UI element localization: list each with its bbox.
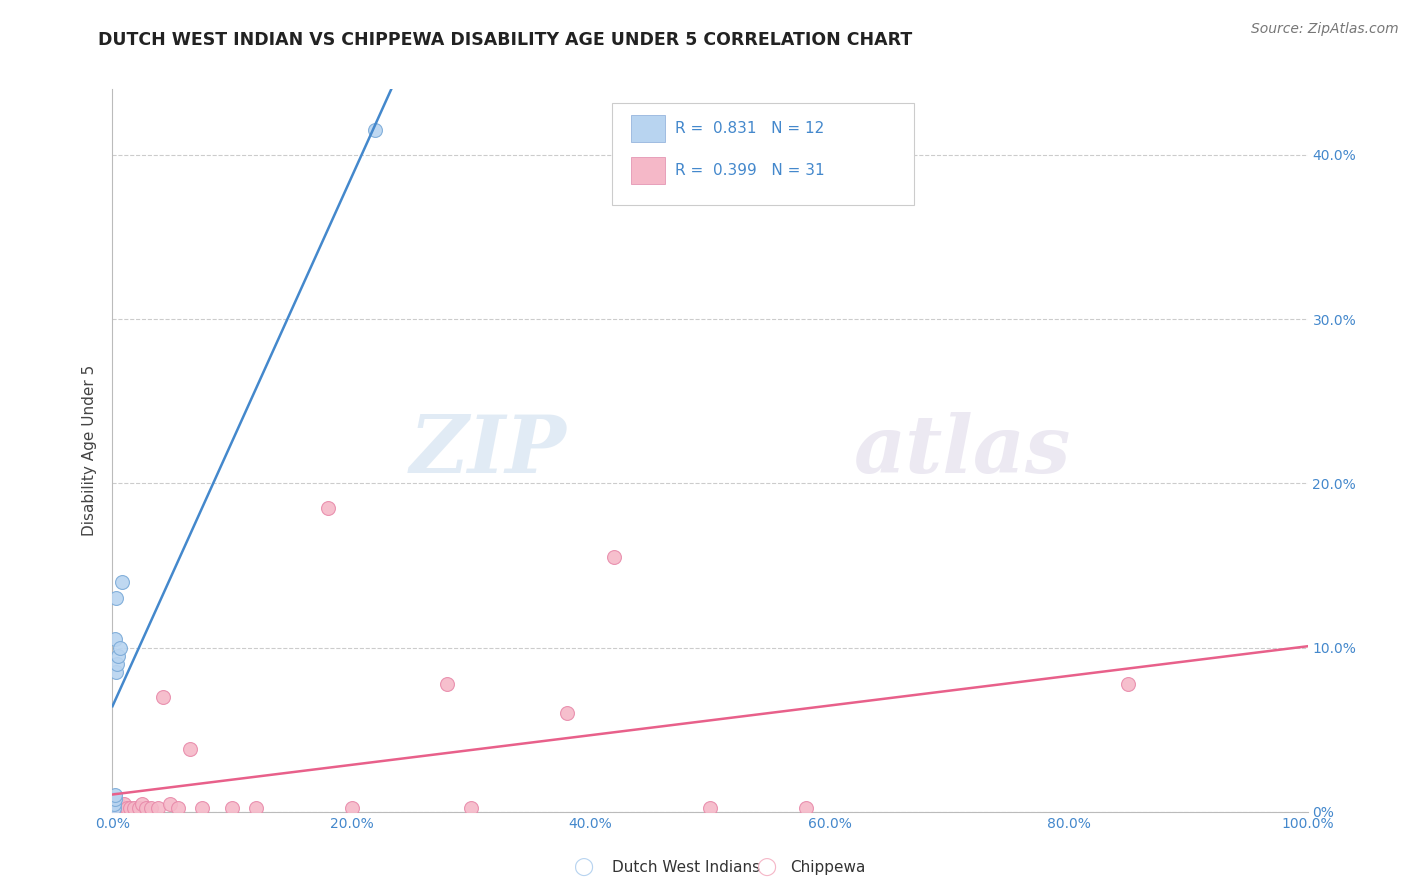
Point [245, 801, 267, 815]
Point [122, 801, 145, 815]
Text: DUTCH WEST INDIAN VS CHIPPEWA DISABILITY AGE UNDER 5 CORRELATION CHART: DUTCH WEST INDIAN VS CHIPPEWA DISABILITY… [98, 31, 912, 49]
Point [152, 690, 174, 704]
Point [114, 797, 135, 811]
Point [104, 789, 127, 803]
Point [139, 801, 162, 815]
Point [105, 801, 128, 815]
Point [105, 801, 128, 815]
Text: Chippewa: Chippewa [790, 860, 866, 874]
Text: R =  0.831   N = 12: R = 0.831 N = 12 [675, 121, 824, 136]
Text: Source: ZipAtlas.com: Source: ZipAtlas.com [1251, 22, 1399, 37]
Point [135, 801, 157, 815]
Point [699, 801, 721, 815]
Point [159, 797, 181, 811]
Point [316, 500, 339, 515]
Point [221, 801, 243, 815]
Point [103, 801, 125, 815]
Point [191, 801, 214, 815]
Point [103, 801, 125, 815]
Text: R =  0.399   N = 31: R = 0.399 N = 31 [675, 163, 824, 178]
Point [603, 550, 626, 565]
Point [120, 801, 142, 815]
Y-axis label: Disability Age Under 5: Disability Age Under 5 [82, 365, 97, 536]
Point [364, 123, 387, 137]
Point [436, 676, 458, 690]
Point [104, 632, 127, 647]
Point [105, 591, 128, 606]
Point [103, 797, 125, 811]
Point [107, 797, 129, 811]
Text: atlas: atlas [853, 412, 1071, 489]
Point [555, 706, 578, 721]
Point [146, 801, 169, 815]
Text: ZIP: ZIP [409, 412, 567, 489]
Point [104, 791, 127, 805]
Text: ◯: ◯ [574, 858, 593, 876]
Point [105, 657, 128, 671]
Point [340, 801, 363, 815]
Point [107, 648, 129, 663]
Point [179, 742, 201, 756]
Point [104, 801, 127, 815]
Point [128, 801, 150, 815]
Point [794, 801, 817, 815]
Point [460, 801, 482, 815]
Text: Dutch West Indians: Dutch West Indians [612, 860, 759, 874]
Point [1118, 676, 1140, 690]
Point [111, 574, 134, 589]
Point [105, 665, 128, 680]
Point [115, 801, 138, 815]
Point [167, 801, 190, 815]
Point [131, 797, 153, 811]
Point [111, 801, 134, 815]
Point [108, 640, 131, 655]
Text: ◯: ◯ [756, 858, 776, 876]
